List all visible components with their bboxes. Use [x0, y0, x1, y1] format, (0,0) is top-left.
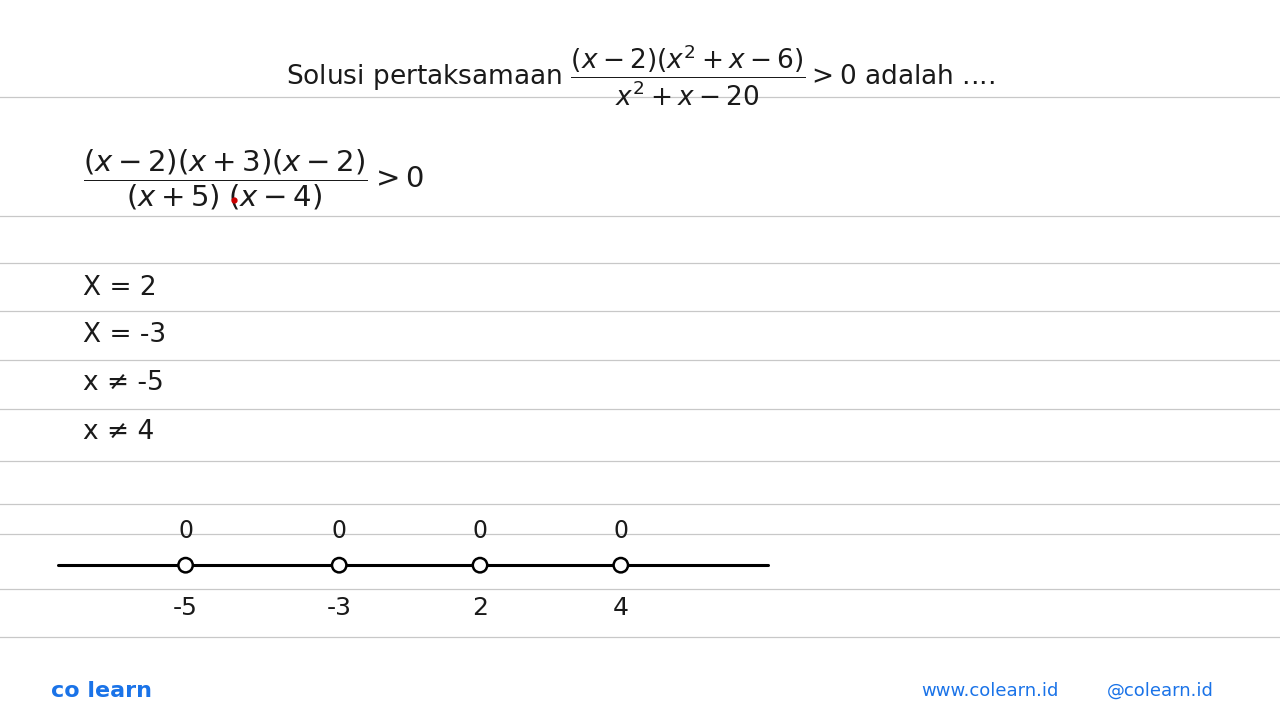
Text: -3: -3 [326, 596, 352, 621]
Text: co learn: co learn [51, 681, 152, 701]
Text: X = 2: X = 2 [83, 275, 157, 301]
Text: x ≠ 4: x ≠ 4 [83, 419, 155, 445]
Text: x ≠ -5: x ≠ -5 [83, 370, 164, 396]
Ellipse shape [472, 558, 488, 572]
Text: 0: 0 [613, 518, 628, 543]
Text: @colearn.id: @colearn.id [1107, 683, 1213, 700]
Ellipse shape [332, 558, 347, 572]
Ellipse shape [613, 558, 628, 572]
Text: 2: 2 [472, 596, 488, 621]
Text: www.colearn.id: www.colearn.id [922, 683, 1059, 700]
Text: $\dfrac{(x-2)(x+3)(x-2)}{(x+5)\;(x-4)} > 0$: $\dfrac{(x-2)(x+3)(x-2)}{(x+5)\;(x-4)} >… [83, 148, 424, 212]
Text: 4: 4 [613, 596, 628, 621]
Ellipse shape [178, 558, 193, 572]
Text: 0: 0 [332, 518, 347, 543]
Text: X = -3: X = -3 [83, 322, 166, 348]
Text: 0: 0 [178, 518, 193, 543]
Text: -5: -5 [173, 596, 198, 621]
Text: Solusi pertaksamaan $\dfrac{(x-2)(x^2+x-6)}{x^2+x-20} > 0$ adalah ....: Solusi pertaksamaan $\dfrac{(x-2)(x^2+x-… [285, 43, 995, 108]
Text: 0: 0 [472, 518, 488, 543]
